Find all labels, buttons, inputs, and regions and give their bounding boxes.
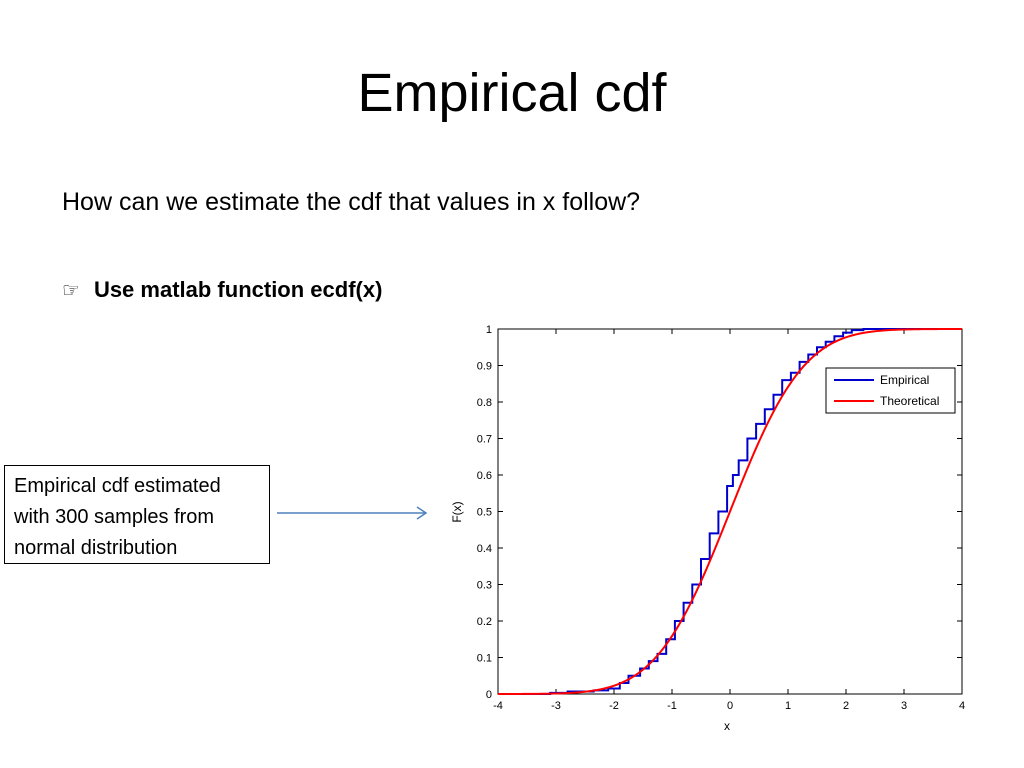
y-tick-label: 0.8	[477, 397, 492, 409]
question-text: How can we estimate the cdf that values …	[62, 188, 641, 216]
x-tick-label: 4	[959, 700, 965, 712]
callout-box: Empirical cdf estimated with 300 samples…	[4, 465, 270, 564]
y-tick-label: 0.7	[477, 434, 492, 446]
bullet-text: Use matlab function ecdf(x)	[93, 277, 383, 302]
callout-line-2: with 300 samples from	[14, 506, 215, 528]
x-tick-label: 0	[727, 700, 733, 712]
y-tick-label: 1	[486, 324, 492, 336]
y-tick-label: 0.5	[477, 507, 492, 519]
y-tick-label: 0.1	[477, 653, 492, 665]
series-line-empirical	[498, 328, 962, 695]
callout-line-1: Empirical cdf estimated	[14, 475, 221, 497]
x-tick-label: 2	[843, 700, 849, 712]
callout-line-3: normal distribution	[14, 537, 178, 559]
y-tick-label: 0.2	[477, 616, 492, 628]
pointing-hand-icon: ☞	[62, 279, 80, 302]
x-tick-label: 1	[785, 700, 791, 712]
y-tick-label: 0.4	[477, 543, 492, 555]
slide-title: Empirical cdf	[357, 63, 667, 123]
ecdf-chart: -4 -3 -2 -1 0 1 2 3 4 0 0.1 0.2 0.3 0.4 0.5 0.6 0.7 0.8 0.…	[450, 324, 965, 733]
legend-label-theoretical: Theoretical	[880, 394, 939, 408]
y-tick-label: 0.6	[477, 470, 492, 482]
legend-label-empirical: Empirical	[880, 373, 929, 387]
callout-arrow	[277, 506, 428, 520]
legend: Empirical Theoretical	[825, 367, 956, 414]
x-tick-label: 3	[901, 700, 907, 712]
y-axis-label: F(x)	[450, 501, 464, 522]
bullet-item: ☞ Use matlab function ecdf(x)	[62, 277, 382, 303]
y-tick-label: 0	[486, 689, 492, 701]
y-tick-label: 0.3	[477, 580, 492, 592]
legend-box	[825, 367, 956, 414]
x-tick-label: -2	[609, 700, 619, 712]
series-line-theoretical	[498, 328, 962, 695]
x-tick-label: -3	[551, 700, 561, 712]
x-axis-label: x	[724, 719, 730, 733]
y-tick-label: 0.9	[477, 361, 492, 373]
x-tick-label: -4	[493, 700, 503, 712]
data-lines	[498, 328, 962, 695]
x-tick-label: -1	[667, 700, 677, 712]
